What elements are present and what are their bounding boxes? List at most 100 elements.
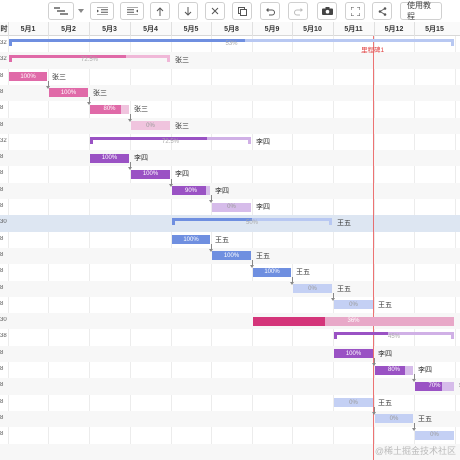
date-header-cell: 5月15 [425, 26, 444, 33]
row-duration-text: 8 [0, 349, 4, 356]
milestone-line [373, 36, 374, 460]
chevron-down-icon [78, 9, 84, 13]
summary-percent: 72.5% [80, 57, 98, 64]
indent-left-button[interactable] [90, 2, 114, 20]
fullscreen-button[interactable] [345, 2, 365, 20]
table-row[interactable] [0, 150, 460, 167]
task-bar[interactable]: 0% [293, 284, 332, 293]
screenshot-button[interactable] [317, 2, 337, 20]
table-row[interactable] [0, 117, 460, 134]
tutorial-button[interactable]: 使用教程 [400, 1, 442, 21]
task-percent: 36% [347, 318, 360, 325]
table-row[interactable] [0, 443, 460, 460]
task-bar[interactable]: 70% [415, 381, 454, 391]
task-bar[interactable]: 0% [212, 202, 251, 212]
close-icon [211, 7, 219, 15]
summary-bar[interactable]: 72.5% [9, 55, 170, 64]
dependency-line [130, 162, 131, 168]
task-percent: 100% [142, 171, 159, 178]
task-bar[interactable]: 0% [334, 398, 373, 408]
task-progress [90, 104, 122, 114]
redo-button[interactable] [288, 2, 308, 20]
summary-cap-right [451, 39, 454, 46]
table-row[interactable] [0, 84, 460, 102]
row-duration-text: 32 [0, 137, 7, 144]
task-bar[interactable]: 100% [9, 72, 47, 82]
row-duration-text: 8 [0, 186, 4, 193]
row-duration-text: 32 [0, 40, 7, 46]
summary-bar[interactable]: 50% [172, 218, 332, 226]
dependency-arrow [87, 102, 91, 106]
table-row[interactable] [0, 378, 460, 395]
table-row[interactable] [0, 280, 460, 297]
move-down-button[interactable] [178, 2, 198, 20]
task-bar[interactable]: 100% [172, 235, 210, 245]
row-duration-text: 32 [0, 56, 7, 63]
arrow-down-icon [184, 6, 192, 16]
copy-button[interactable] [232, 2, 252, 20]
task-bar[interactable]: 100% [49, 88, 88, 98]
date-header-cell: 5月11 [344, 26, 363, 33]
summary-progress [90, 136, 207, 140]
task-bar[interactable]: 0% [415, 430, 454, 440]
table-row[interactable] [0, 232, 460, 248]
task-bar[interactable]: 100% [90, 153, 129, 163]
header-separator [211, 22, 212, 36]
assignee-label: 王五 [378, 301, 392, 309]
table-row[interactable] [0, 410, 460, 428]
header-separator [414, 22, 415, 36]
task-bar[interactable]: 100% [253, 267, 291, 277]
task-progress [131, 169, 170, 179]
undo-button[interactable] [260, 2, 280, 20]
summary-percent: 53% [225, 41, 238, 47]
dependency-line [211, 195, 212, 200]
task-bar[interactable]: 0% [375, 414, 413, 424]
summary-bar[interactable]: 45% [334, 332, 454, 340]
assignee-label: 张三 [52, 73, 66, 81]
table-row[interactable] [0, 166, 460, 182]
table-row[interactable] [0, 427, 460, 443]
task-bar[interactable]: 0% [334, 300, 373, 310]
task-progress [49, 88, 88, 98]
task-percent: 0% [227, 204, 236, 210]
task-bar[interactable]: 100% [212, 251, 251, 261]
table-row[interactable] [0, 69, 460, 85]
task-bar[interactable]: 80% [90, 104, 129, 114]
assignee-label: 李四 [215, 187, 229, 195]
task-percent: 0% [349, 301, 358, 308]
outdent-icon [96, 7, 108, 15]
date-header-cell: 5月1 [20, 26, 36, 33]
task-bar[interactable]: 90% [172, 186, 210, 196]
task-bar[interactable]: 100% [334, 349, 373, 359]
summary-bar[interactable]: 72.5% [90, 136, 251, 145]
table-row[interactable] [0, 182, 460, 199]
assignee-label: 王五 [378, 399, 392, 407]
indent-right-button[interactable] [120, 2, 144, 20]
table-row[interactable] [0, 264, 460, 280]
timeline-header: 时 5月1 5月2 5月3 5月4 5月5 5月8 5月9 5月10 5月11 5月12 5月15 [0, 22, 460, 36]
task-bar[interactable]: 100% [131, 169, 170, 179]
task-bar[interactable]: 36% [253, 316, 454, 326]
view-mode-select[interactable] [48, 2, 86, 20]
date-header-cell: 5月9 [264, 26, 280, 33]
task-bar[interactable]: 0% [131, 121, 170, 130]
assignee-label: 王五 [296, 269, 310, 277]
share-icon [378, 6, 387, 16]
task-progress [253, 267, 291, 277]
delete-button[interactable] [205, 2, 225, 20]
task-bar[interactable]: 80% [375, 365, 413, 375]
header-separator [374, 22, 375, 36]
table-row[interactable] [0, 215, 460, 232]
dependency-line [252, 260, 253, 266]
date-header-cell: 5月10 [303, 26, 322, 33]
dependency-line [374, 358, 375, 363]
row-duration-text: 8 [0, 154, 4, 161]
move-up-button[interactable] [150, 2, 170, 20]
table-row[interactable] [0, 101, 460, 117]
task-progress [334, 349, 373, 359]
summary-cap-right [329, 218, 332, 226]
view-mode-icon [48, 2, 74, 20]
assignee-label: 王五 [418, 415, 432, 423]
summary-bar[interactable]: 53% [9, 39, 454, 47]
share-button[interactable] [372, 2, 392, 20]
